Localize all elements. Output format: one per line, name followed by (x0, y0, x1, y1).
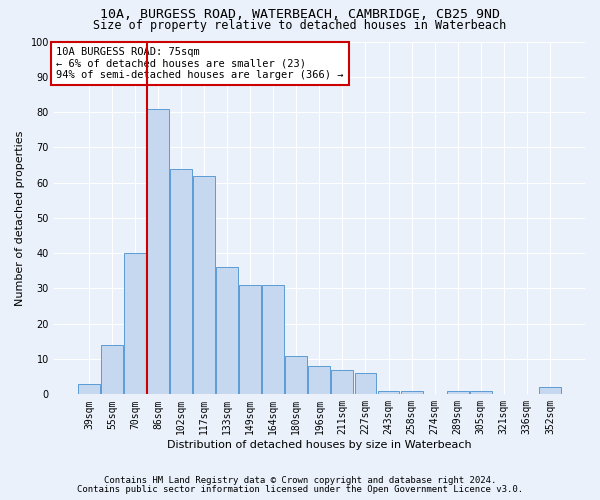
Text: Contains public sector information licensed under the Open Government Licence v3: Contains public sector information licen… (77, 485, 523, 494)
Bar (377, 391, 400, 394)
Text: Size of property relative to detached houses in Waterbeach: Size of property relative to detached ho… (94, 18, 506, 32)
Y-axis label: Number of detached properties: Number of detached properties (15, 130, 25, 306)
Bar (216, 268, 238, 394)
Bar (401, 391, 422, 394)
Text: 10A BURGESS ROAD: 75sqm
← 6% of detached houses are smaller (23)
94% of semi-det: 10A BURGESS ROAD: 75sqm ← 6% of detached… (56, 47, 344, 80)
Bar (193, 176, 215, 394)
Bar (470, 391, 492, 394)
X-axis label: Distribution of detached houses by size in Waterbeach: Distribution of detached houses by size … (167, 440, 472, 450)
Bar (78, 384, 100, 394)
Bar (262, 285, 284, 395)
Bar (286, 356, 307, 395)
Bar (170, 168, 192, 394)
Bar (447, 391, 469, 394)
Bar (239, 285, 261, 395)
Bar (124, 253, 146, 394)
Text: 10A, BURGESS ROAD, WATERBEACH, CAMBRIDGE, CB25 9ND: 10A, BURGESS ROAD, WATERBEACH, CAMBRIDGE… (100, 8, 500, 20)
Bar (355, 373, 376, 394)
Bar (101, 345, 123, 395)
Bar (539, 388, 561, 394)
Bar (308, 366, 331, 394)
Bar (331, 370, 353, 394)
Text: Contains HM Land Registry data © Crown copyright and database right 2024.: Contains HM Land Registry data © Crown c… (104, 476, 496, 485)
Bar (147, 108, 169, 395)
